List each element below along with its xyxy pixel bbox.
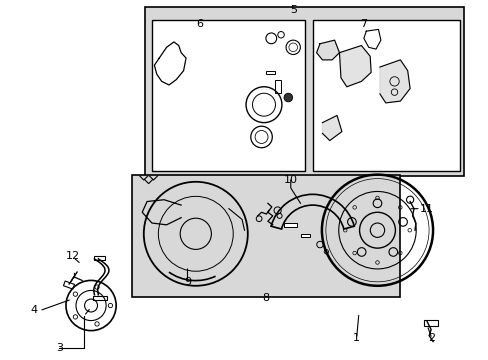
Text: 8: 8 (262, 293, 268, 303)
Polygon shape (339, 45, 370, 87)
Text: 11: 11 (419, 204, 433, 214)
Bar (92, 296, 107, 301)
Bar (94, 256, 105, 260)
Polygon shape (322, 116, 341, 140)
Bar (423, 320, 437, 326)
Text: 12: 12 (66, 251, 80, 261)
Bar (63, 281, 74, 289)
Text: 4: 4 (30, 305, 38, 315)
Bar (275, 80, 281, 93)
Bar (312, 21, 459, 171)
Text: 10: 10 (283, 175, 297, 185)
Bar (300, 234, 309, 237)
Polygon shape (316, 40, 339, 60)
Bar (284, 223, 296, 227)
Text: 9: 9 (183, 277, 191, 287)
Text: 5: 5 (289, 5, 296, 15)
Text: 7: 7 (360, 19, 366, 29)
Text: 2: 2 (427, 333, 435, 343)
Bar (152, 21, 305, 171)
Bar (132, 175, 400, 297)
Text: 6: 6 (196, 19, 203, 29)
Bar (144, 7, 463, 176)
Circle shape (284, 93, 292, 102)
Text: 1: 1 (352, 333, 359, 343)
Text: 3: 3 (56, 343, 63, 353)
Bar (266, 71, 275, 74)
Polygon shape (379, 60, 409, 103)
